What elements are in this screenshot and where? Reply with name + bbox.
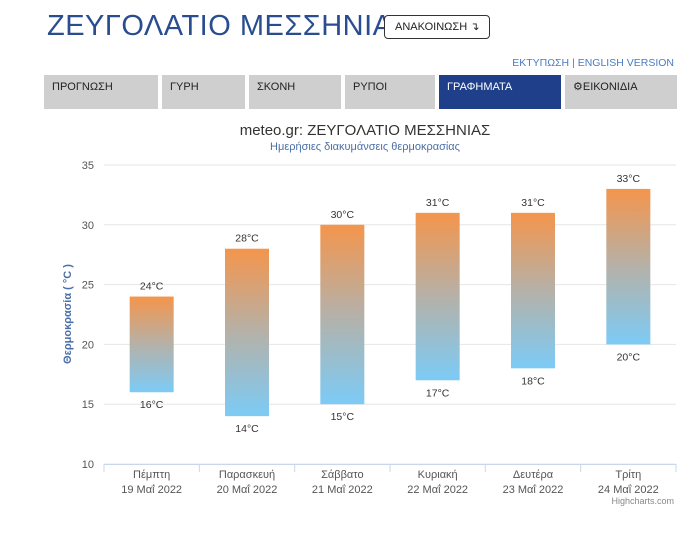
- max-temp-label: 33°C: [617, 173, 641, 185]
- chart-title: meteo.gr: ΖΕΥΓΟΛΑΤΙΟ ΜΕΣΣΗΝΙΑΣ: [240, 122, 491, 139]
- y-tick-label: 35: [82, 160, 94, 172]
- x-category-day: Σάββατο: [321, 469, 363, 481]
- x-category-day: Πέμπτη: [133, 469, 170, 481]
- min-temp-label: 16°C: [140, 399, 164, 411]
- tab-forecast[interactable]: ΠΡΟΓΝΩΣΗ: [44, 75, 158, 109]
- tab-label: ΣΚΟΝΗ: [257, 81, 296, 93]
- top-links: ΕΚΤΥΠΩΣΗ | ENGLISH VERSION: [512, 57, 674, 69]
- tab-label: ΓΥΡΗ: [170, 81, 199, 93]
- temperature-range-bar: [225, 248, 269, 417]
- x-category-date: 21 Μαΐ 2022: [312, 484, 373, 494]
- tab-pollen[interactable]: ΓΥΡΗ: [162, 75, 245, 109]
- y-tick-label: 25: [82, 280, 94, 292]
- main-nav: ΠΡΟΓΝΩΣΗ ΓΥΡΗ ΣΚΟΝΗ ΡΥΠΟΙ ΓΡΑΦΗΜΑΤΑ ⚙ΕΙΚ…: [44, 75, 677, 109]
- page-title: ΖΕΥΓΟΛΑΤΙΟ ΜΕΣΣΗΝΙΑΣ: [47, 10, 411, 42]
- gear-icon: ⚙: [573, 81, 583, 93]
- x-category-date: 24 Μαΐ 2022: [598, 484, 659, 494]
- y-tick-label: 10: [82, 459, 94, 471]
- max-temp-label: 28°C: [235, 233, 259, 245]
- min-temp-label: 15°C: [331, 411, 355, 423]
- max-temp-label: 31°C: [521, 197, 545, 209]
- temperature-chart: meteo.gr: ΖΕΥΓΟΛΑΤΙΟ ΜΕΣΣΗΝΙΑΣ Ημερήσιες…: [62, 122, 677, 494]
- min-temp-label: 18°C: [521, 375, 545, 387]
- tab-label: ΓΡΑΦΗΜΑΤΑ: [447, 81, 513, 93]
- tab-pollutants[interactable]: ΡΥΠΟΙ: [345, 75, 435, 109]
- y-tick-label: 15: [82, 399, 94, 411]
- tab-label: ΕΙΚΟΝΙΔΙΑ: [582, 81, 638, 93]
- x-category-day: Παρασκευή: [219, 469, 275, 481]
- min-temp-label: 17°C: [426, 387, 450, 399]
- min-temp-label: 20°C: [617, 351, 641, 363]
- link-separator: |: [572, 57, 575, 69]
- y-tick-label: 20: [82, 339, 94, 351]
- x-category-day: Κυριακή: [418, 469, 458, 481]
- temperature-range-bar: [511, 212, 555, 369]
- tab-icons[interactable]: ⚙ΕΙΚΟΝΙΔΙΑ: [565, 75, 677, 109]
- x-category-date: 19 Μαΐ 2022: [121, 484, 182, 494]
- tab-label: ΡΥΠΟΙ: [353, 81, 388, 93]
- temperature-range-bar: [320, 224, 365, 405]
- tab-label: ΠΡΟΓΝΩΣΗ: [52, 81, 113, 93]
- print-link[interactable]: ΕΚΤΥΠΩΣΗ: [512, 57, 570, 69]
- english-version-link[interactable]: ENGLISH VERSION: [577, 57, 674, 69]
- min-temp-label: 14°C: [235, 423, 259, 435]
- announcement-button[interactable]: ΑΝΑΚΟΙΝΩΣΗ ↴: [384, 15, 491, 39]
- x-category-date: 23 Μαΐ 2022: [503, 484, 564, 494]
- temperature-range-bar: [129, 296, 174, 393]
- max-temp-label: 30°C: [331, 209, 355, 221]
- chart-subtitle: Ημερήσιες διακυμάνσεις θερμοκρασίας: [270, 141, 460, 153]
- temperature-range-bar: [606, 188, 651, 345]
- x-category-date: 20 Μαΐ 2022: [217, 484, 278, 494]
- y-tick-label: 30: [82, 220, 94, 232]
- max-temp-label: 31°C: [426, 197, 450, 209]
- highcharts-credit[interactable]: Highcharts.com: [611, 496, 674, 506]
- tab-dust[interactable]: ΣΚΟΝΗ: [249, 75, 341, 109]
- temperature-range-bar: [415, 212, 460, 381]
- y-axis-title: Θερμοκρασία ( °C ): [62, 264, 74, 364]
- x-category-day: Τρίτη: [615, 469, 641, 481]
- x-category-day: Δευτέρα: [513, 469, 554, 481]
- x-category-date: 22 Μαΐ 2022: [407, 484, 468, 494]
- tab-charts[interactable]: ΓΡΑΦΗΜΑΤΑ: [439, 75, 561, 109]
- max-temp-label: 24°C: [140, 281, 164, 293]
